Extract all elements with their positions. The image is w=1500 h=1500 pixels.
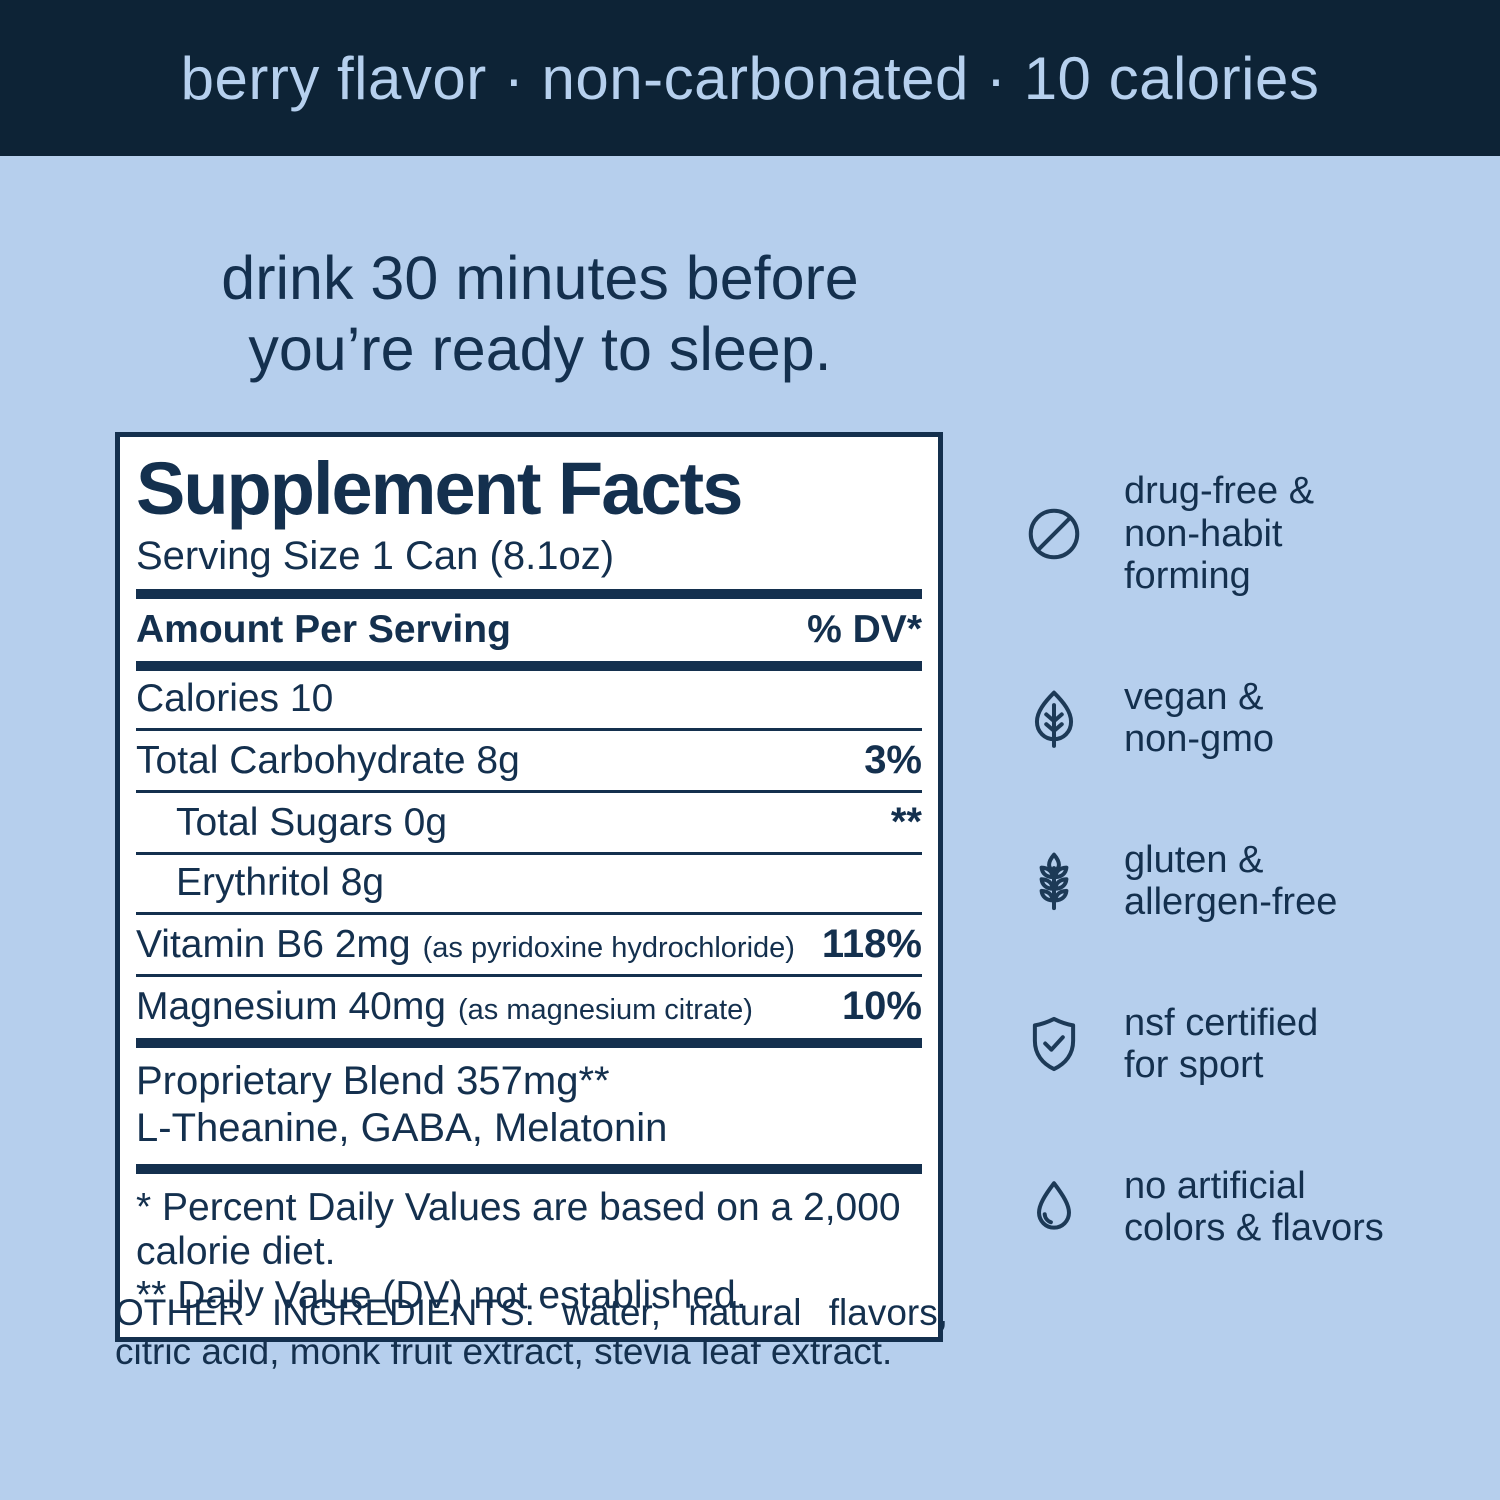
divider-thick bbox=[136, 1164, 922, 1175]
water-drop-icon bbox=[1022, 1175, 1086, 1239]
facts-header-row: Amount Per Serving % DV* bbox=[136, 599, 922, 661]
badge-nsf-certified: nsf certified for sport bbox=[1022, 1002, 1462, 1087]
nutrient-note: (as pyridoxine hydrochloride) bbox=[422, 932, 795, 965]
badge-label: drug-free & non-habit forming bbox=[1124, 470, 1315, 598]
nutrient-amount: 10 bbox=[289, 677, 334, 721]
table-row-erythritol: Erythritol 8g bbox=[136, 852, 922, 912]
nutrient-label: Vitamin B6 bbox=[136, 923, 324, 967]
leaf-icon bbox=[1022, 686, 1086, 750]
nutrient-amount: 8g bbox=[340, 861, 385, 905]
badge-label: vegan & non-gmo bbox=[1124, 675, 1274, 761]
tagline-line1: drink 30 minutes before bbox=[221, 244, 859, 312]
nutrient-rows: Calories 10 Total Carbohydrate 8g 3% Tot… bbox=[136, 671, 922, 1035]
flavor-banner: berry flavor · non-carbonated · 10 calor… bbox=[0, 0, 1500, 156]
table-row-magnesium: Magnesium 40mg (as magnesium citrate) 10% bbox=[136, 973, 922, 1036]
percent-dv-label: % DV* bbox=[807, 608, 922, 652]
nutrient-dv: 10% bbox=[841, 983, 922, 1028]
table-row-total-sugars: Total Sugars 0g ** bbox=[136, 790, 922, 852]
facts-footnotes: * Percent Daily Values are based on a 2,… bbox=[136, 1174, 922, 1317]
flavor-banner-text: berry flavor · non-carbonated · 10 calor… bbox=[180, 44, 1320, 112]
footnote-dv-basis: * Percent Daily Values are based on a 2,… bbox=[136, 1186, 901, 1273]
footnote-dv-not-established: ** Daily Value (DV) not established. bbox=[136, 1273, 747, 1317]
proprietary-blend: Proprietary Blend 357mg** L-Theanine, GA… bbox=[136, 1048, 922, 1164]
nutrient-label: Total Sugars bbox=[176, 801, 393, 845]
nutrient-label: Erythritol bbox=[176, 861, 330, 905]
supplement-facts-title: Supplement Facts bbox=[136, 447, 743, 530]
nutrient-dv: 118% bbox=[821, 922, 922, 967]
feature-badges: drug-free & non-habit forming vegan & no… bbox=[1022, 470, 1462, 1250]
other-ingredients: OTHER INGREDIENTS: water, natural flavor… bbox=[115, 1292, 948, 1373]
badge-vegan: vegan & non-gmo bbox=[1022, 676, 1462, 761]
blend-line2: L-Theanine, GABA, Melatonin bbox=[136, 1106, 668, 1150]
wheat-icon bbox=[1022, 849, 1086, 913]
nutrient-label: Magnesium bbox=[136, 984, 338, 1028]
nutrient-amount: 2mg bbox=[334, 923, 411, 967]
nutrient-label: Total Carbohydrate bbox=[136, 739, 466, 783]
badge-drug-free: drug-free & non-habit forming bbox=[1022, 470, 1462, 598]
supplement-facts-panel: Supplement Facts Serving Size 1 Can (8.1… bbox=[115, 432, 943, 1343]
nutrient-dv: 3% bbox=[864, 738, 922, 783]
nutrient-label: Calories bbox=[136, 677, 280, 721]
blend-line1: Proprietary Blend 357mg** bbox=[136, 1058, 610, 1103]
badge-label: no artificial colors & flavors bbox=[1124, 1164, 1384, 1250]
badge-label: gluten & allergen-free bbox=[1124, 838, 1338, 924]
shield-check-icon bbox=[1022, 1012, 1086, 1076]
divider-thick bbox=[136, 661, 922, 672]
badge-gluten-free: gluten & allergen-free bbox=[1022, 839, 1462, 924]
nutrient-dv: ** bbox=[890, 800, 922, 845]
divider-thick bbox=[136, 589, 922, 600]
serving-size: Serving Size 1 Can (8.1oz) bbox=[136, 534, 615, 579]
table-row-calories: Calories 10 bbox=[136, 671, 922, 728]
table-row-total-carbohydrate: Total Carbohydrate 8g 3% bbox=[136, 728, 922, 790]
nutrient-amount: 40mg bbox=[348, 984, 446, 1028]
amount-per-serving-label: Amount Per Serving bbox=[136, 608, 511, 652]
nutrient-amount: 0g bbox=[403, 801, 448, 845]
badge-no-artificial: no artificial colors & flavors bbox=[1022, 1165, 1462, 1250]
divider-thick bbox=[136, 1037, 922, 1048]
tagline-line2: you’re ready to sleep. bbox=[248, 315, 832, 384]
no-drugs-prohibition-icon bbox=[1022, 502, 1086, 566]
table-row-vitamin-b6: Vitamin B6 2mg (as pyridoxine hydrochlori… bbox=[136, 912, 922, 974]
nutrient-amount: 8g bbox=[476, 739, 520, 783]
badge-label: nsf certified for sport bbox=[1124, 1001, 1319, 1087]
usage-tagline: drink 30 minutes before you’re ready to … bbox=[40, 243, 1040, 386]
nutrient-note: (as magnesium citrate) bbox=[458, 993, 753, 1026]
